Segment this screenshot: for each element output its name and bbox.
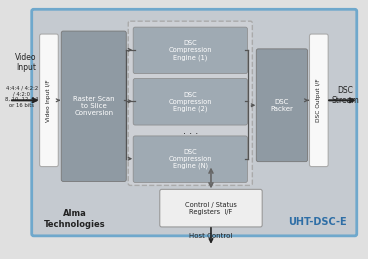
FancyBboxPatch shape (61, 31, 126, 182)
Text: DSC
Compression
Engine (1): DSC Compression Engine (1) (169, 40, 212, 61)
FancyBboxPatch shape (160, 189, 262, 227)
Text: DSC
Compression
Engine (N): DSC Compression Engine (N) (169, 149, 212, 169)
FancyBboxPatch shape (256, 49, 308, 162)
FancyBboxPatch shape (128, 21, 252, 185)
Text: DSC
Packer: DSC Packer (270, 99, 293, 112)
FancyBboxPatch shape (133, 78, 247, 125)
Text: Alma
Technologies: Alma Technologies (44, 209, 106, 228)
Text: DSC Output I/F: DSC Output I/F (316, 78, 321, 122)
Text: DSC
Compression
Engine (2): DSC Compression Engine (2) (169, 91, 212, 112)
Text: Video Input I/F: Video Input I/F (46, 79, 52, 122)
Text: Video
Input: Video Input (15, 53, 36, 72)
Text: Host Control: Host Control (189, 233, 233, 239)
Text: Raster Scan
to Slice
Conversion: Raster Scan to Slice Conversion (73, 96, 114, 116)
Text: . . .: . . . (183, 126, 198, 136)
FancyBboxPatch shape (40, 34, 58, 167)
FancyBboxPatch shape (32, 9, 357, 236)
Text: DSC
Stream: DSC Stream (331, 86, 359, 105)
Text: UHT-DSC-E: UHT-DSC-E (288, 217, 347, 227)
FancyBboxPatch shape (309, 34, 328, 167)
Text: Control / Status
Registers  I/F: Control / Status Registers I/F (185, 202, 237, 215)
Text: 4:4:4 / 4:2:2
/ 4:2:0
8, 10, 12, 14
or 16 bits: 4:4:4 / 4:2:2 / 4:2:0 8, 10, 12, 14 or 1… (5, 85, 39, 108)
FancyBboxPatch shape (133, 27, 247, 74)
FancyBboxPatch shape (133, 136, 247, 182)
